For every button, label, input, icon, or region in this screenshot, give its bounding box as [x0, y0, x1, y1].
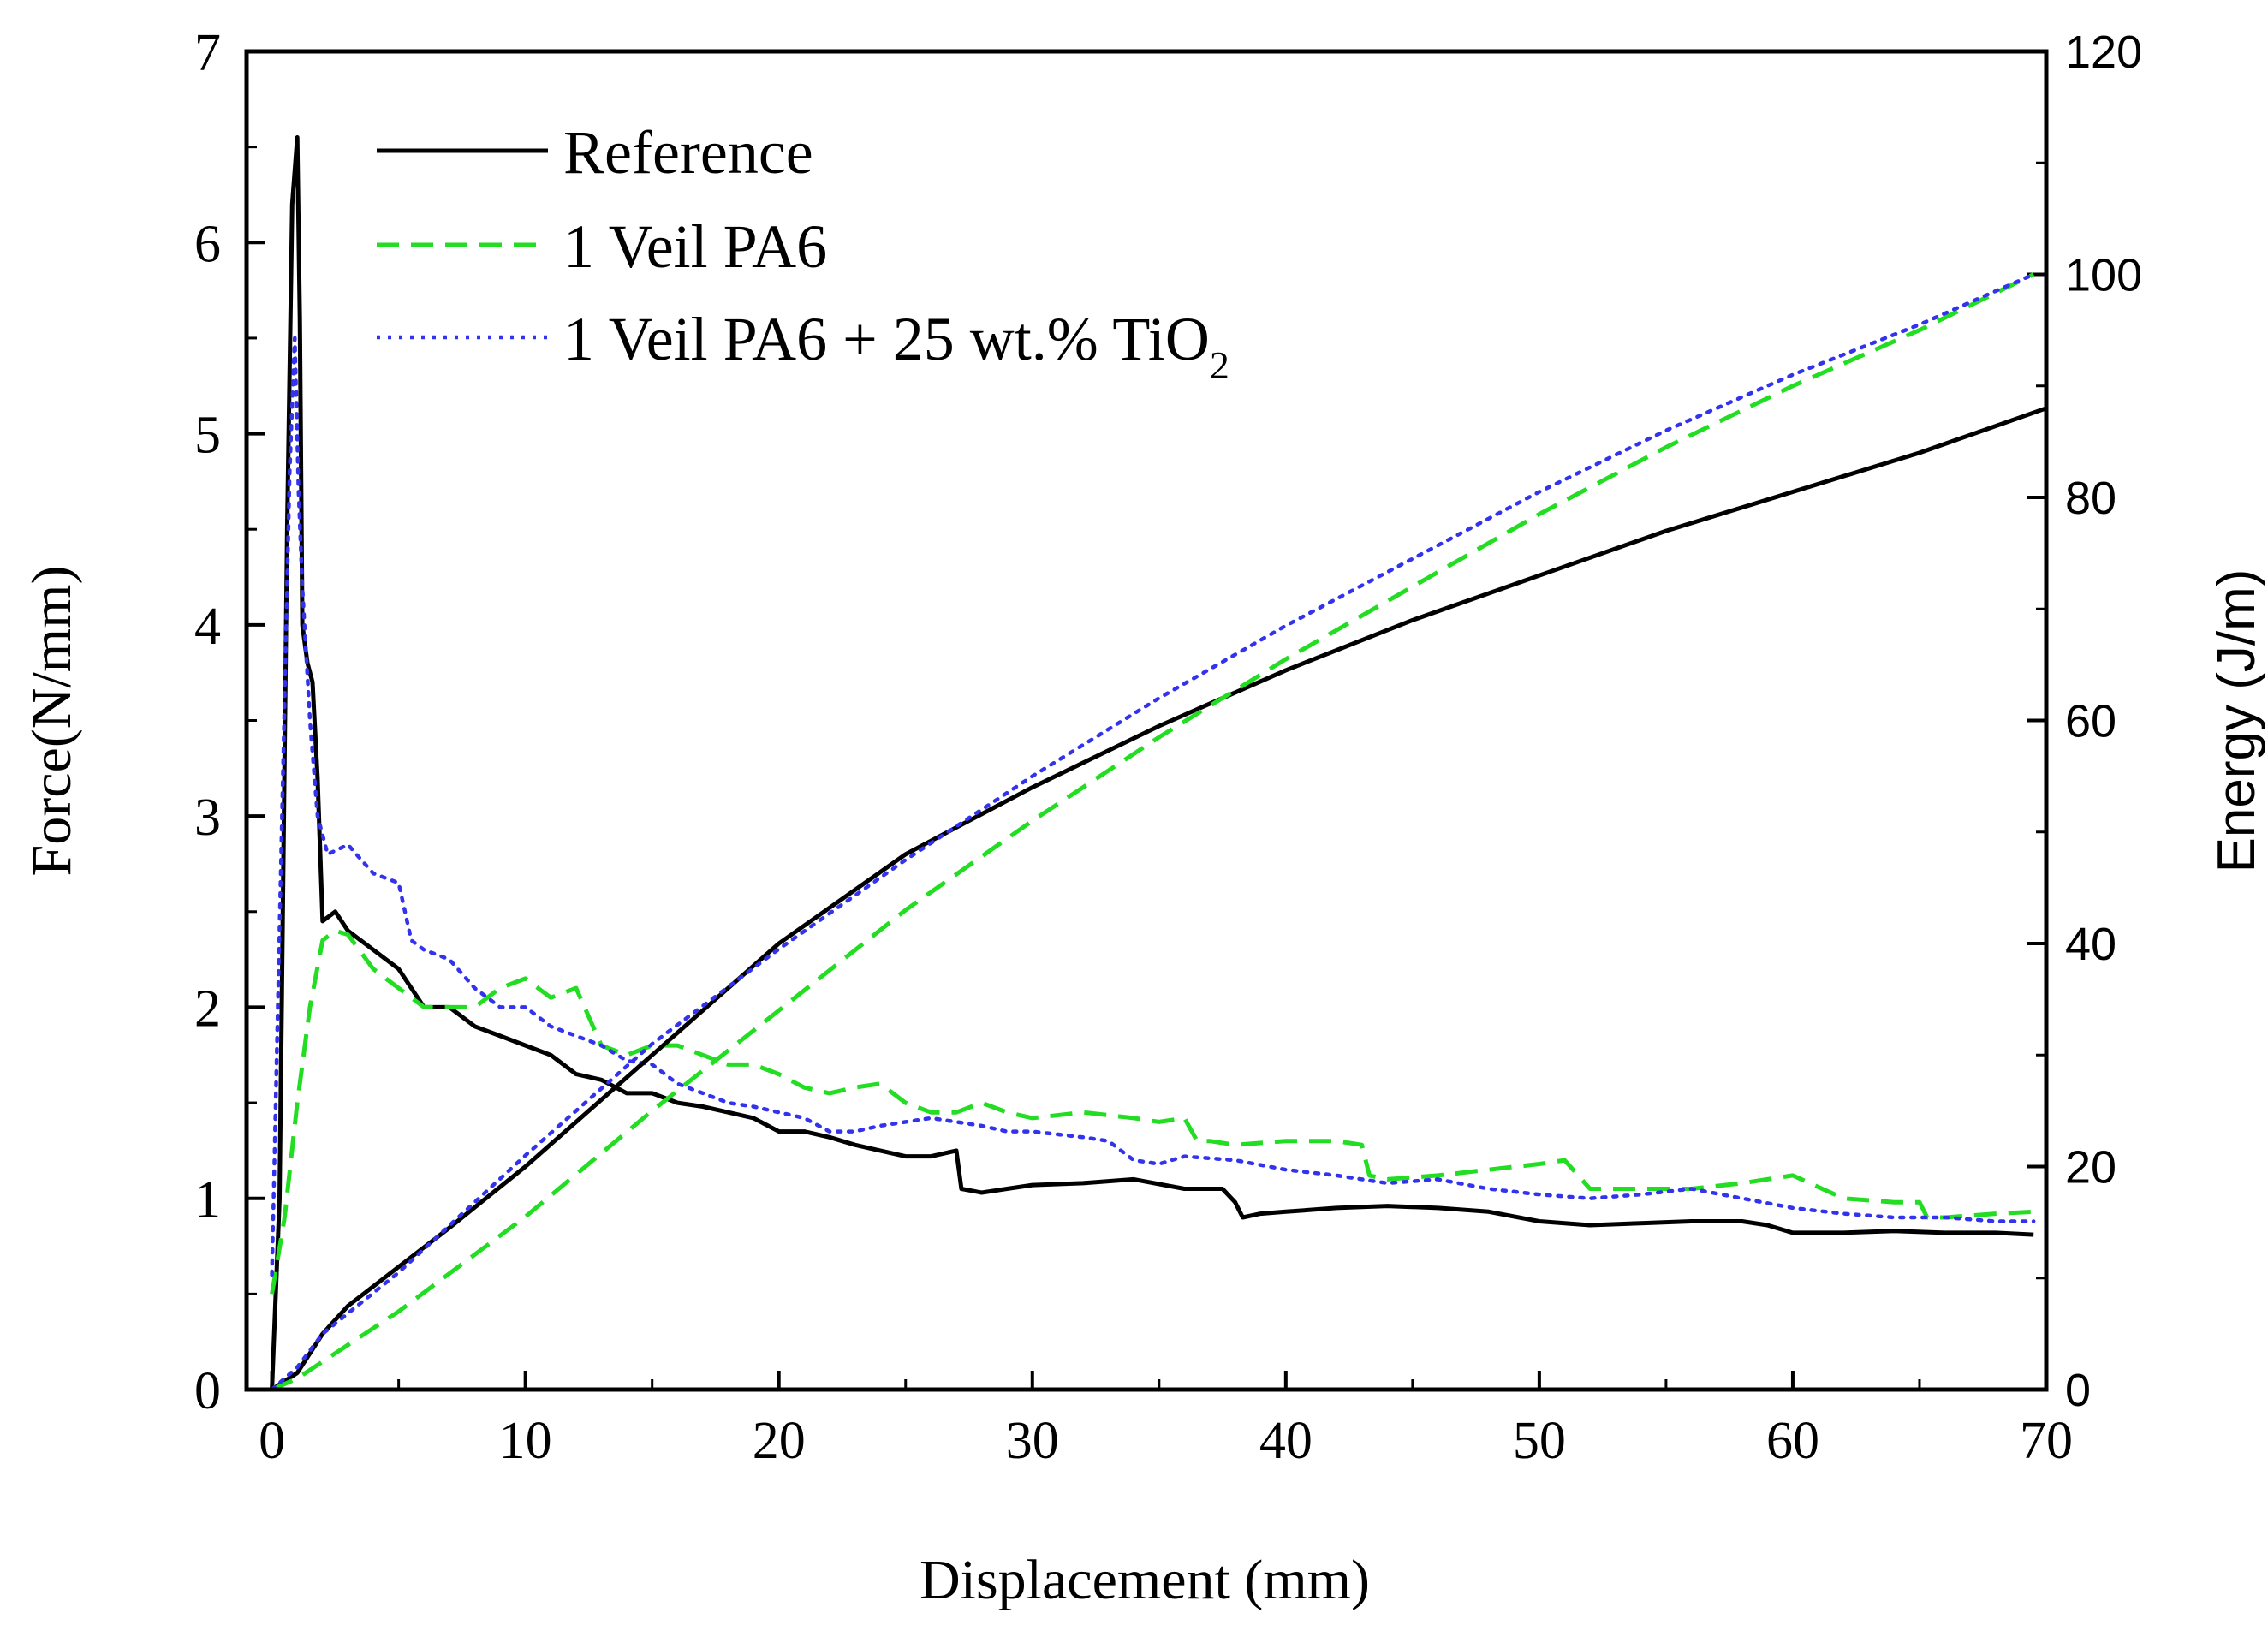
- legend-label-veil-pa6-tio2: 1 Veil PA6 + 25 wt.% TiO2: [563, 305, 1229, 387]
- y2-tick-label: 40: [2065, 919, 2116, 970]
- y-tick-label: 6: [194, 215, 221, 273]
- y-tick-label: 3: [194, 789, 221, 847]
- curves-layer: [270, 135, 2047, 1392]
- x-axis-title: Displacement (mm): [920, 1549, 1370, 1611]
- y-tick-label: 7: [194, 24, 221, 82]
- series-line-5: [270, 272, 2036, 1392]
- y-tick-label: 2: [194, 979, 221, 1038]
- legend-label-reference: Reference: [563, 118, 813, 187]
- legend: Reference 1 Veil PA6 1 Veil PA6 + 25 wt.…: [377, 118, 1229, 387]
- x-tick-label: 70: [2020, 1412, 2073, 1470]
- y-tick-label: 5: [194, 407, 221, 465]
- series-line-4: [271, 272, 2035, 1392]
- y-tick-label: 4: [194, 598, 221, 656]
- plot-frame: [244, 49, 2049, 1392]
- y2-axis-title: Energy (J/m): [2207, 569, 2266, 873]
- x-tick-label: 50: [1513, 1412, 1566, 1470]
- legend-label-veil-pa6-tio2-main: 1 Veil PA6 + 25 wt.% TiO: [563, 305, 1210, 373]
- series-line-2: [270, 336, 2036, 1277]
- x-tick-label: 30: [1006, 1412, 1059, 1470]
- y2-tick-label: 120: [2065, 27, 2142, 78]
- y2-tick-label: 100: [2065, 250, 2142, 301]
- y2-tick-labels: 0 20 40 60 80 100 120: [2065, 27, 2142, 1416]
- legend-label-veil-pa6-tio2-subscript: 2: [1210, 343, 1229, 387]
- y2-tick-label: 0: [2065, 1365, 2091, 1416]
- series-line-1: [270, 928, 2034, 1295]
- y-tick-label: 0: [194, 1362, 221, 1420]
- y2-tick-label: 20: [2065, 1142, 2116, 1193]
- y-axis-title: Force(N/mm): [21, 566, 83, 877]
- legend-label-veil-pa6: 1 Veil PA6: [563, 212, 827, 281]
- x-tick-label: 40: [1259, 1412, 1313, 1470]
- series-line-3: [271, 406, 2047, 1392]
- x-tick-label: 20: [753, 1412, 806, 1470]
- y-tick-label: 1: [194, 1171, 221, 1229]
- y-tick-labels: 0 1 2 3 4 5 6 7: [194, 24, 221, 1420]
- x-tick-labels: 0 10 20 30 40 50 60 70: [259, 1412, 2073, 1470]
- y2-tick-label: 60: [2065, 696, 2116, 747]
- y2-tick-label: 80: [2065, 473, 2116, 524]
- x-tick-label: 60: [1766, 1412, 1819, 1470]
- series-line-0: [270, 135, 2034, 1390]
- x-tick-label: 0: [259, 1412, 285, 1470]
- x-tick-label: 10: [499, 1412, 552, 1470]
